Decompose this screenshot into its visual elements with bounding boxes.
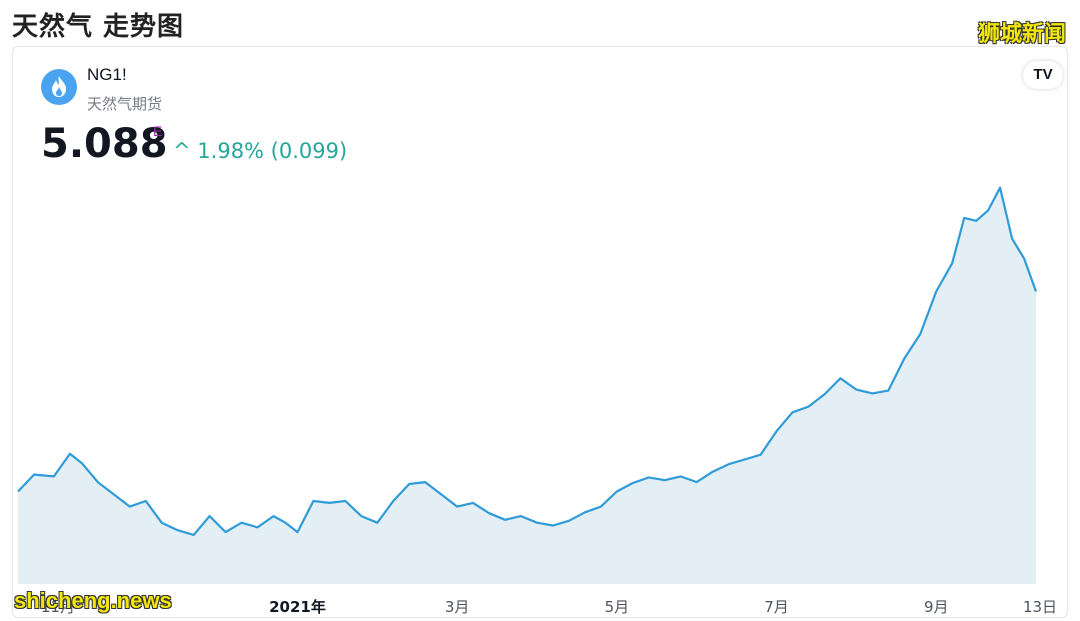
x-tick-label: 13日 [1023,598,1057,616]
x-tick-label: 9月 [924,598,949,616]
x-tick-label: 2021年 [269,598,326,616]
x-axis-ticks: 11月 2021年 3月 5月 7月 9月 13日 [41,598,1057,616]
x-tick-label: 5月 [605,598,630,616]
area-fill [18,188,1036,584]
x-tick-label: 7月 [764,598,789,616]
x-tick-label: 3月 [445,598,470,616]
watermark-bottom: shicheng.news [14,588,172,614]
